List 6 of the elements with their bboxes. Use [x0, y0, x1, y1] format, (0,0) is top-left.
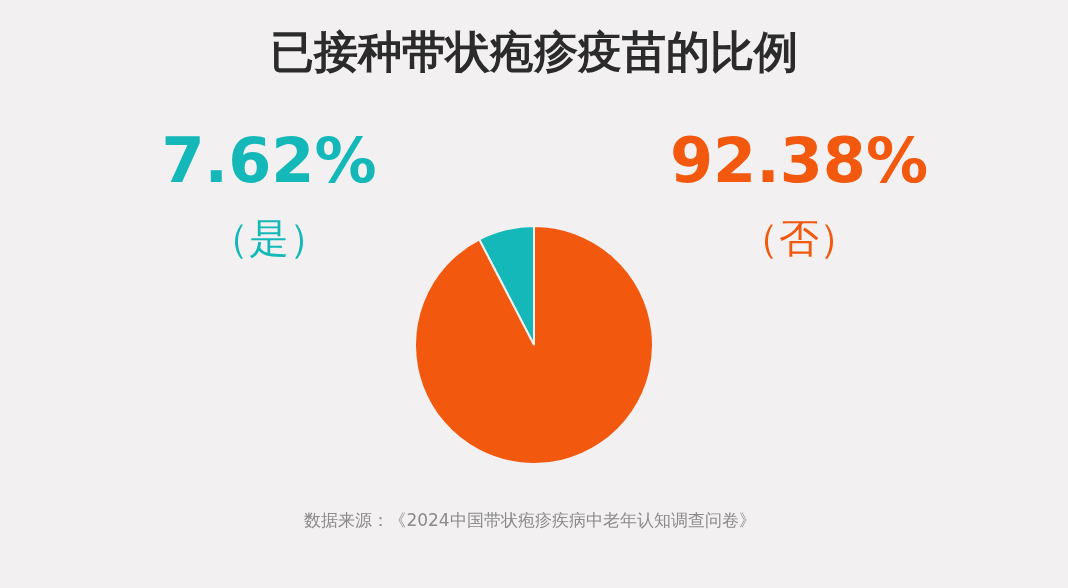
chart-title: 已接种带状疱疹疫苗的比例 — [270, 26, 798, 78]
slice-label: （是） — [209, 215, 329, 262]
data-label: 92.38% — [669, 124, 929, 198]
slice-label: （否） — [739, 215, 859, 262]
source-note: 数据来源：《2024中国带状疱疹疾病中老年认知调查问卷》 — [304, 510, 756, 531]
data-label: 7.62% — [161, 124, 377, 198]
